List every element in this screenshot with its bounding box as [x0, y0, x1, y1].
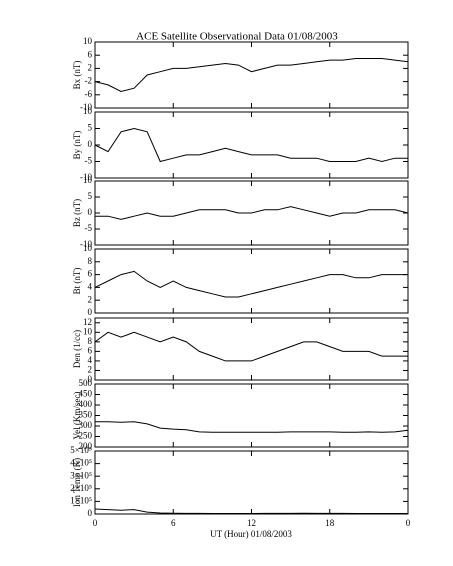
- y-tick-label: -10: [80, 172, 92, 182]
- y-tick-label: 250: [79, 431, 93, 441]
- y-tick-label: 500: [79, 378, 93, 388]
- y-tick-label: 3×10⁵: [70, 470, 92, 480]
- y-tick-label: 8: [88, 336, 93, 346]
- data-line: [94, 331, 408, 362]
- panel-frame: [94, 450, 409, 515]
- y-tick-label: 2×10⁵: [70, 483, 92, 493]
- y-tick-label: 2: [88, 365, 93, 375]
- x-tick-label: 18: [325, 518, 335, 528]
- y-tick-label: 0: [88, 508, 93, 518]
- x-axis-label: UT (Hour) 01/08/2003: [210, 529, 292, 539]
- y-tick-label: 450: [79, 389, 93, 399]
- data-line: [94, 127, 408, 163]
- y-axis-label: Ion Temp (K): [72, 458, 82, 507]
- y-tick-label: 6: [88, 269, 93, 279]
- x-tick-label: 0: [93, 518, 98, 528]
- y-tick-label: 10: [83, 326, 93, 336]
- x-tick-label: 12: [247, 518, 256, 528]
- panel-frame: [94, 383, 409, 448]
- y-axis-label: By (nT): [72, 131, 82, 160]
- y-tick-label: 10: [83, 243, 93, 253]
- data-line: [95, 206, 409, 220]
- chart-title: ACE Satellite Observational Data 01/08/2…: [136, 31, 338, 43]
- y-tick-label: -5: [85, 156, 93, 166]
- y-tick-label: 5: [88, 191, 93, 201]
- y-axis-label: Bz (nT): [72, 199, 82, 227]
- y-tick-label: 4×10⁵: [70, 458, 92, 468]
- panel-frame: [94, 111, 409, 179]
- y-tick-label: -2: [85, 76, 93, 86]
- y-tick-label: 10: [83, 175, 93, 185]
- y-tick-label: 8: [88, 256, 93, 266]
- y-tick-label: 0: [88, 207, 93, 217]
- y-tick-label: 4: [88, 281, 93, 291]
- y-tick-label: -6: [85, 89, 93, 99]
- y-axis-label: Vel (Km/sec): [72, 392, 82, 440]
- y-tick-label: 1×10⁵: [70, 495, 92, 505]
- data-line: [94, 270, 408, 298]
- y-tick-label: 12: [83, 317, 92, 327]
- panel-frame: [94, 317, 409, 381]
- y-tick-label: -10: [80, 239, 92, 249]
- x-tick-label: 6: [171, 518, 176, 528]
- y-axis-label: Bt (nT): [72, 268, 82, 295]
- y-tick-label: 350: [79, 410, 93, 420]
- y-tick-label: -5: [85, 223, 93, 233]
- y-tick-label: 200: [79, 441, 93, 451]
- y-tick-label: 300: [79, 420, 93, 430]
- y-tick-label: 0: [88, 307, 93, 317]
- y-tick-label: 2: [88, 62, 93, 72]
- panel-frame: [94, 41, 409, 109]
- x-tick-label: 0: [406, 518, 411, 528]
- data-line: [95, 421, 409, 433]
- panel-frame: [94, 248, 409, 314]
- y-tick-label: 0: [88, 374, 93, 384]
- y-tick-label: 0: [88, 139, 93, 149]
- y-tick-label: 5×10⁵: [70, 445, 92, 455]
- y-axis-label: Den (1/cc): [72, 330, 82, 368]
- y-tick-label: -10: [80, 102, 92, 112]
- y-tick-label: 4: [88, 355, 93, 365]
- y-tick-label: 10: [83, 106, 93, 116]
- data-line: [94, 58, 409, 93]
- y-tick-label: 10: [83, 36, 93, 46]
- y-tick-label: 6: [88, 345, 93, 355]
- y-tick-label: 5: [88, 123, 93, 133]
- y-tick-label: 6: [88, 49, 93, 59]
- y-tick-label: 400: [79, 399, 93, 409]
- data-line: [94, 508, 408, 514]
- y-tick-label: 2: [88, 294, 93, 304]
- y-axis-label: Bx (nT): [72, 61, 82, 90]
